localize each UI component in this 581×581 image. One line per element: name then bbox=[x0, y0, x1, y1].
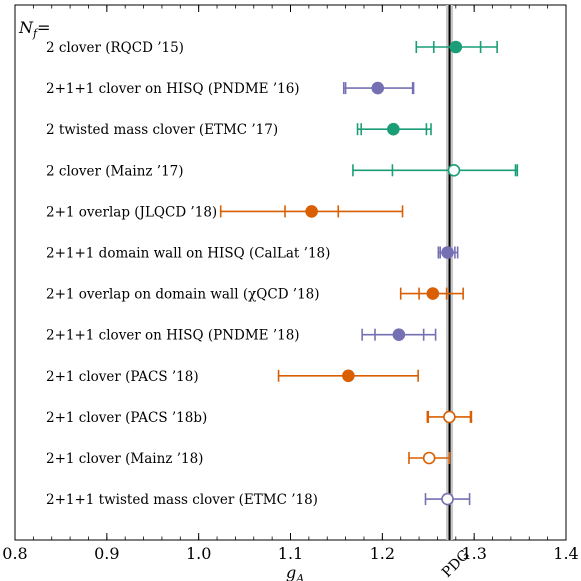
entry-label: 2+1+1 twisted mass clover (ETMC ’18) bbox=[46, 492, 318, 508]
entry-label: 2+1+1 clover on HISQ (PNDME ’16) bbox=[46, 81, 300, 97]
data-point bbox=[426, 287, 440, 300]
x-tick-label: 1.4 bbox=[553, 544, 578, 563]
data-point-group bbox=[342, 81, 415, 95]
data-point bbox=[371, 81, 385, 95]
data-point bbox=[447, 164, 461, 177]
entry-label: 2+1 clover (PACS ’18) bbox=[46, 369, 199, 385]
data-point bbox=[422, 451, 436, 465]
data-point bbox=[387, 122, 400, 136]
entry-label: 2 clover (RQCD ’15) bbox=[46, 40, 184, 56]
data-point bbox=[342, 369, 355, 383]
x-tick-label: 0.9 bbox=[94, 544, 119, 563]
data-point bbox=[392, 328, 406, 342]
data-point-group bbox=[408, 451, 451, 465]
data-point-group bbox=[352, 164, 519, 177]
x-tick-label: 1.2 bbox=[370, 544, 395, 563]
x-axis-label: gA bbox=[286, 563, 304, 581]
data-point-group bbox=[219, 205, 404, 218]
data-point-group bbox=[437, 246, 459, 259]
x-tick-label: 1.1 bbox=[278, 544, 303, 563]
data-point-group bbox=[424, 492, 471, 506]
data-point-group bbox=[415, 40, 498, 54]
data-point-group bbox=[361, 328, 437, 342]
entry-label: 2+1+1 clover on HISQ (PNDME ’18) bbox=[46, 328, 300, 344]
data-point bbox=[441, 246, 454, 259]
entry-label: 2 clover (Mainz ’17) bbox=[46, 163, 184, 179]
entry-label: 2+1 clover (PACS ’18b) bbox=[46, 410, 207, 426]
data-point-group bbox=[277, 369, 419, 383]
data-point bbox=[305, 205, 318, 218]
x-tick-label: 1.3 bbox=[461, 544, 486, 563]
nf-header: Nf= bbox=[18, 18, 50, 40]
entry-label: 2+1 overlap (JLQCD ’18) bbox=[46, 204, 217, 220]
x-tick-label: 1.0 bbox=[186, 544, 211, 563]
x-tick-label: 0.8 bbox=[2, 544, 27, 563]
entry-label: 2+1+1 domain wall on HISQ (CalLat ’18) bbox=[46, 246, 330, 262]
data-point-group bbox=[356, 122, 432, 136]
entry-label: 2 twisted mass clover (ETMC ’17) bbox=[46, 122, 278, 138]
data-point-group bbox=[399, 287, 464, 300]
data-point bbox=[443, 410, 456, 424]
data-point bbox=[449, 40, 463, 54]
data-point bbox=[441, 492, 454, 506]
data-point-group bbox=[426, 410, 473, 424]
entry-label: 2+1 overlap on domain wall (χQCD ’18) bbox=[46, 287, 320, 303]
entry-label: 2+1 clover (Mainz ’18) bbox=[46, 451, 203, 467]
